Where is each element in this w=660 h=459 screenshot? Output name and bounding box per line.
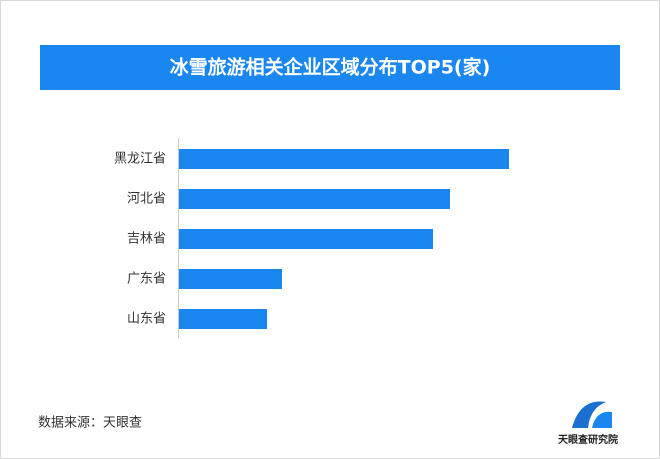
y-tick-label: 河北省: [127, 192, 166, 207]
logo-text: 天眼查研究院: [558, 433, 618, 446]
logo-icon: [572, 401, 606, 428]
y-tick-label: 山东省: [127, 312, 166, 327]
y-tick-label: 广东省: [127, 272, 166, 287]
y-tick-label: 黑龙江省: [114, 152, 166, 167]
bar: [179, 229, 433, 249]
bar: [179, 309, 267, 329]
chart-title: 冰雪旅游相关企业区域分布TOP5(家): [170, 56, 491, 79]
logo: 天眼查研究院: [558, 401, 618, 446]
bar: [179, 149, 509, 169]
y-tick-label: 吉林省: [127, 232, 166, 247]
logo-icon: [592, 411, 612, 428]
bar: [179, 269, 282, 289]
source-note: 数据来源：天眼查: [38, 416, 142, 431]
bar: [179, 189, 450, 209]
title-banner: [40, 45, 620, 90]
